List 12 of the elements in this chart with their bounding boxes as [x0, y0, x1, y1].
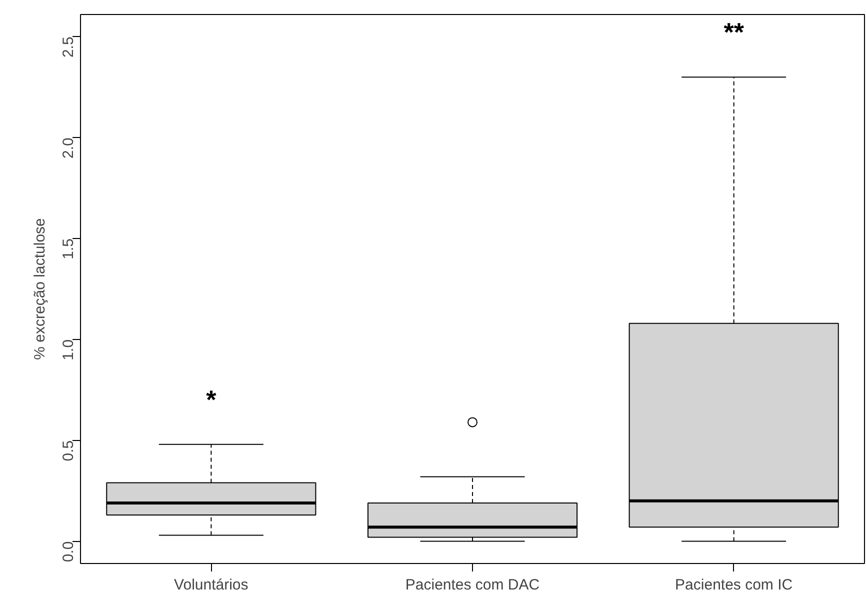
y-tick-label: 2.0: [60, 138, 77, 158]
y-tick-label: 0.5: [60, 440, 77, 462]
y-tick-label: 1.5: [60, 238, 77, 260]
x-tick-label: Pacientes com IC: [675, 576, 793, 594]
y-tick-label: 1.0: [60, 339, 77, 360]
annotation: *: [206, 384, 218, 414]
x-tick-label: Voluntários: [174, 576, 248, 594]
y-tick-label: 0.0: [60, 541, 77, 562]
y-tick-label: 2.5: [60, 36, 77, 58]
x-tick-label: Pacientes com DAC: [405, 576, 540, 594]
y-axis-title: % excreção lactulose: [32, 218, 48, 360]
annotation: **: [724, 17, 745, 48]
